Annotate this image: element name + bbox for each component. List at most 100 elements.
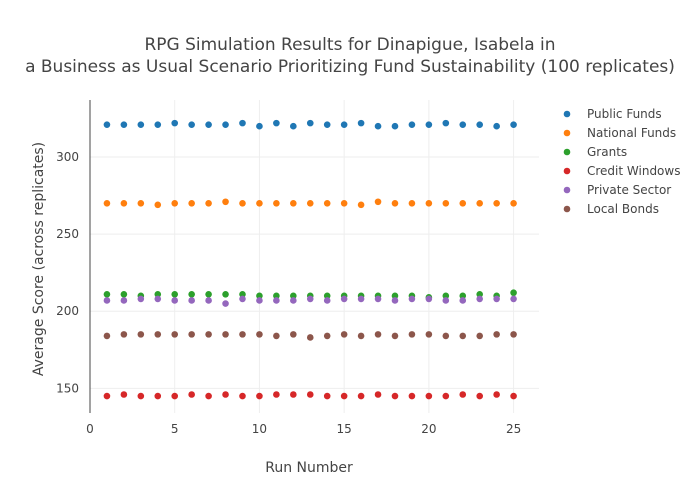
data-point-public-funds (256, 122, 263, 130)
legend-item-local-bonds[interactable]: Local Bonds (563, 202, 659, 216)
chart-title-line-2: a Business as Usual Scenario Prioritizin… (25, 57, 675, 77)
x-tick-label: 0 (86, 422, 94, 436)
data-point-public-funds (340, 121, 348, 128)
legend-item-credit-windows[interactable]: Credit Windows (563, 164, 681, 178)
legend-label: Credit Windows (587, 164, 680, 178)
data-point-private-sector (408, 295, 416, 303)
data-point-credit-windows (188, 391, 195, 398)
data-point-grants (239, 290, 246, 298)
data-point-credit-windows (357, 392, 365, 400)
data-point-national-funds (205, 200, 212, 207)
data-point-private-sector (171, 297, 179, 304)
data-point-credit-windows (120, 391, 128, 398)
data-point-local-bonds (476, 332, 483, 340)
data-point-private-sector (425, 295, 433, 303)
data-point-national-funds (476, 200, 483, 207)
data-point-grants (256, 292, 263, 300)
y-tick-label: 200 (56, 304, 79, 318)
data-point-public-funds (103, 121, 111, 128)
data-point-local-bonds (357, 332, 365, 340)
data-point-public-funds (120, 121, 128, 128)
series-private-sector (103, 295, 517, 307)
data-point-national-funds (120, 200, 128, 207)
data-point-grants (120, 290, 128, 298)
data-point-grants (273, 292, 280, 300)
data-point-national-funds (510, 200, 517, 207)
legend-item-national-funds[interactable]: National Funds (563, 126, 676, 140)
data-point-private-sector (103, 297, 111, 304)
data-point-public-funds (137, 121, 145, 128)
data-point-public-funds (323, 121, 331, 128)
legend-item-private-sector[interactable]: Private Sector (563, 183, 672, 197)
y-tick-label: 250 (56, 227, 79, 241)
data-point-grants (459, 292, 467, 300)
data-point-credit-windows (290, 391, 297, 398)
legend-marker (563, 110, 571, 118)
data-point-national-funds (103, 200, 111, 207)
data-point-credit-windows (425, 392, 433, 400)
data-point-local-bonds (323, 332, 331, 340)
series-credit-windows (103, 391, 517, 400)
legend-label: National Funds (587, 126, 676, 140)
legend-label: Grants (587, 145, 627, 159)
data-point-private-sector (120, 297, 128, 304)
data-point-credit-windows (442, 392, 450, 400)
data-point-public-funds (476, 121, 483, 128)
data-point-credit-windows (273, 391, 280, 398)
data-point-local-bonds (188, 331, 195, 338)
data-point-national-funds (222, 198, 229, 206)
data-point-local-bonds (374, 331, 382, 338)
data-point-credit-windows (374, 391, 382, 398)
data-point-national-funds (137, 200, 145, 207)
data-point-national-funds (256, 200, 263, 207)
data-point-private-sector (137, 295, 145, 303)
data-point-national-funds (340, 200, 348, 207)
series-public-funds (103, 119, 517, 130)
data-point-local-bonds (103, 332, 111, 340)
legend-label: Public Funds (587, 107, 662, 121)
legend-item-public-funds[interactable]: Public Funds (563, 107, 662, 121)
data-point-private-sector (273, 297, 280, 304)
data-point-public-funds (459, 121, 467, 128)
data-point-credit-windows (323, 392, 331, 400)
data-point-local-bonds (222, 331, 229, 338)
data-point-public-funds (374, 122, 382, 130)
data-point-national-funds (171, 200, 179, 207)
legend-marker (563, 148, 571, 156)
legend: Public Funds National Funds Grants Credit W… (563, 107, 681, 216)
data-point-grants (171, 290, 179, 298)
data-point-private-sector (391, 297, 399, 304)
data-point-grants (476, 290, 483, 298)
data-point-public-funds (290, 122, 297, 130)
data-point-local-bonds (120, 331, 128, 338)
data-point-grants (188, 290, 195, 298)
data-point-private-sector (340, 295, 348, 303)
data-point-national-funds (391, 200, 399, 207)
data-point-grants (205, 290, 212, 298)
data-point-private-sector (476, 295, 483, 303)
data-point-grants (154, 290, 162, 298)
data-point-credit-windows (103, 392, 111, 400)
data-point-public-funds (273, 119, 280, 127)
data-point-national-funds (408, 200, 416, 207)
data-point-credit-windows (137, 392, 145, 400)
data-point-grants (290, 292, 297, 300)
data-point-public-funds (239, 119, 246, 127)
y-tick-label: 150 (56, 381, 79, 395)
data-point-credit-windows (205, 392, 212, 400)
data-point-credit-windows (256, 392, 263, 400)
legend-label: Local Bonds (587, 202, 659, 216)
series-local-bonds (103, 331, 517, 341)
legend-marker (563, 129, 571, 137)
data-point-grants (222, 290, 229, 298)
data-point-local-bonds (510, 331, 517, 338)
legend-marker (563, 186, 571, 194)
data-point-local-bonds (137, 331, 145, 338)
data-point-national-funds (273, 200, 280, 207)
data-point-local-bonds (493, 331, 500, 338)
data-point-credit-windows (340, 392, 348, 400)
legend-item-grants[interactable]: Grants (563, 145, 627, 159)
data-point-public-funds (205, 121, 212, 128)
data-point-public-funds (306, 119, 314, 127)
